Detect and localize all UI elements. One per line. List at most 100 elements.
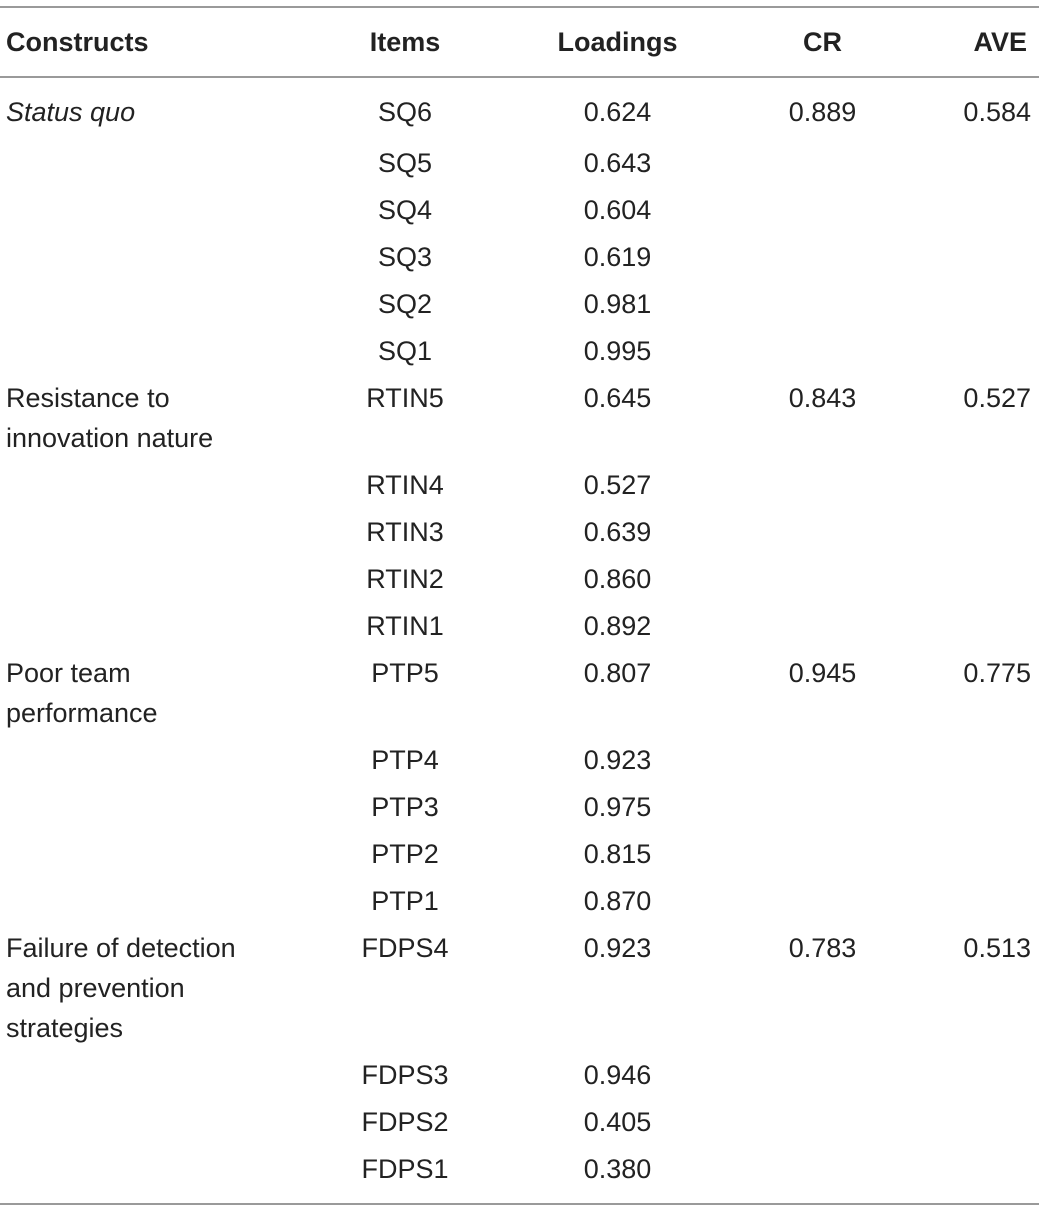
construct-cell	[0, 877, 325, 924]
construct-cell: Failure of detection and prevention strate…	[0, 924, 325, 1051]
construct-cell	[0, 280, 325, 327]
header-ave: AVE	[895, 7, 1039, 78]
cr-cell	[750, 139, 895, 186]
construct-label-line: Resistance to	[6, 383, 170, 413]
item-cell: RTIN3	[366, 517, 444, 547]
loading-cell: 0.892	[583, 611, 652, 641]
item-cell: PTP5	[371, 658, 439, 688]
ave-cell	[895, 783, 1039, 830]
item-cell: SQ2	[377, 289, 433, 319]
construct-cell	[0, 736, 325, 783]
construct-cell	[0, 139, 325, 186]
cr-cell: 0.889	[788, 97, 857, 127]
construct-cell	[0, 327, 325, 374]
table-row: PTP2 0.815	[0, 830, 1039, 877]
item-cell: RTIN2	[366, 564, 444, 594]
header-constructs: Constructs	[0, 7, 325, 78]
ave-cell	[895, 877, 1039, 924]
ave-cell	[895, 830, 1039, 877]
cr-cell	[750, 1098, 895, 1145]
item-cell: SQ5	[377, 148, 433, 178]
ave-cell	[895, 555, 1039, 602]
item-cell: RTIN5	[366, 383, 444, 413]
ave-cell: 0.527	[963, 383, 1031, 413]
item-cell: SQ3	[377, 242, 433, 272]
table-row: RTIN2 0.860	[0, 555, 1039, 602]
table-row: PTP4 0.923	[0, 736, 1039, 783]
cr-cell	[750, 555, 895, 602]
table-row: FDPS1 0.380	[0, 1145, 1039, 1205]
construct-cell	[0, 233, 325, 280]
item-cell: SQ4	[377, 195, 433, 225]
loading-cell: 0.995	[583, 336, 652, 366]
loading-cell: 0.645	[583, 383, 652, 413]
cr-cell	[750, 830, 895, 877]
header-cr: CR	[750, 7, 895, 78]
cr-cell	[750, 280, 895, 327]
loading-cell: 0.946	[583, 1060, 652, 1090]
header-loadings: Loadings	[485, 7, 750, 78]
ave-cell	[895, 1145, 1039, 1205]
cr-cell: 0.843	[788, 383, 857, 413]
loading-cell: 0.923	[583, 933, 652, 963]
cr-cell	[750, 233, 895, 280]
construct-label-line: Failure of detection	[6, 933, 236, 963]
loading-cell: 0.619	[583, 242, 652, 272]
construct-label-line: Poor team	[6, 658, 131, 688]
ave-cell	[895, 461, 1039, 508]
item-cell: SQ1	[377, 336, 433, 366]
table-row: RTIN1 0.892	[0, 602, 1039, 649]
construct-label-line: performance	[6, 698, 158, 728]
header-items: Items	[325, 7, 485, 78]
cr-cell: 0.783	[788, 933, 857, 963]
cr-cell	[750, 783, 895, 830]
construct-cell	[0, 461, 325, 508]
table-row: Failure of detection and prevention strate…	[0, 924, 1039, 1051]
loading-cell: 0.981	[583, 289, 652, 319]
table-row: RTIN3 0.639	[0, 508, 1039, 555]
ave-cell	[895, 602, 1039, 649]
construct-cell	[0, 1098, 325, 1145]
cr-cell	[750, 736, 895, 783]
cr-cell	[750, 461, 895, 508]
cr-cell	[750, 1145, 895, 1205]
table-row: PTP1 0.870	[0, 877, 1039, 924]
cr-cell	[750, 508, 895, 555]
item-cell: PTP4	[371, 745, 439, 775]
loading-cell: 0.405	[583, 1107, 652, 1137]
cr-cell: 0.945	[788, 658, 857, 688]
item-cell: PTP1	[371, 886, 439, 916]
ave-cell	[895, 508, 1039, 555]
table-row: FDPS2 0.405	[0, 1098, 1039, 1145]
table-row: Status quo SQ6 0.624 0.889 0.584	[0, 77, 1039, 139]
loading-cell: 0.975	[583, 792, 652, 822]
loading-cell: 0.527	[583, 470, 652, 500]
ave-cell: 0.775	[963, 658, 1031, 688]
construct-label-line: and prevention	[6, 973, 185, 1003]
ave-cell	[895, 186, 1039, 233]
ave-cell: 0.513	[963, 933, 1031, 963]
ave-cell	[895, 139, 1039, 186]
construct-label-line: innovation nature	[6, 423, 214, 453]
ave-cell: 0.584	[963, 97, 1031, 127]
item-cell: FDPS2	[361, 1107, 449, 1137]
table-row: SQ4 0.604	[0, 186, 1039, 233]
loading-cell: 0.380	[485, 1145, 750, 1205]
table-body: Status quo SQ6 0.624 0.889 0.584 SQ5 0.643 SQ4 0…	[0, 77, 1039, 1205]
item-cell: FDPS4	[361, 933, 449, 963]
construct-cell: Poor team performance	[0, 649, 325, 736]
ave-cell	[895, 233, 1039, 280]
item-cell: PTP2	[371, 839, 439, 869]
loading-cell: 0.815	[583, 839, 652, 869]
construct-cell	[0, 830, 325, 877]
ave-cell	[895, 1098, 1039, 1145]
construct-cell: Resistance to innovation nature	[0, 374, 325, 461]
ave-cell	[895, 280, 1039, 327]
cr-cell	[750, 602, 895, 649]
loading-cell: 0.643	[583, 148, 652, 178]
construct-cell	[0, 602, 325, 649]
cr-cell	[750, 877, 895, 924]
ave-cell	[895, 1051, 1039, 1098]
item-cell: PTP3	[371, 792, 439, 822]
construct-cell	[0, 555, 325, 602]
